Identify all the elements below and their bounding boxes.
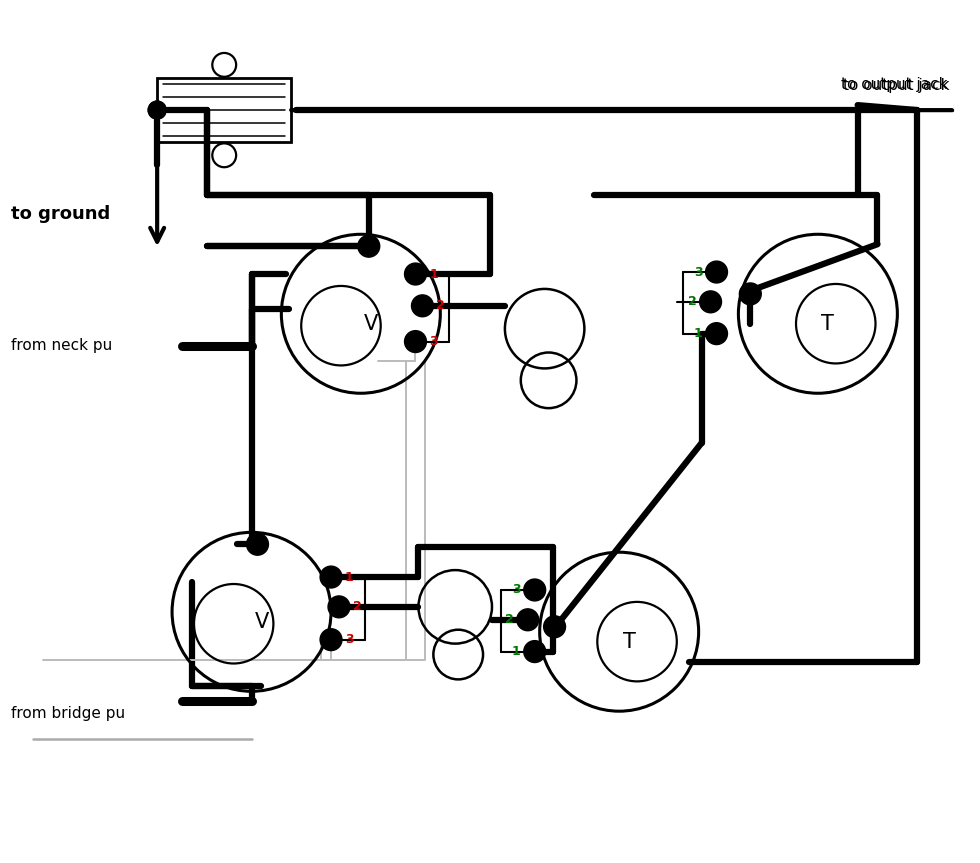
Text: V: V <box>255 612 269 632</box>
Circle shape <box>706 261 727 283</box>
Circle shape <box>320 629 342 651</box>
Text: 2: 2 <box>505 614 514 627</box>
Text: 1: 1 <box>513 645 520 658</box>
Text: 1: 1 <box>345 570 354 583</box>
Text: to output jack: to output jack <box>843 79 949 93</box>
Text: to ground: to ground <box>11 205 111 224</box>
Circle shape <box>405 263 426 285</box>
Text: from bridge pu: from bridge pu <box>11 706 125 721</box>
Circle shape <box>706 323 727 344</box>
Text: 3: 3 <box>429 335 438 348</box>
Circle shape <box>700 291 721 312</box>
Circle shape <box>544 616 565 638</box>
Text: V: V <box>364 313 378 334</box>
Text: T: T <box>821 313 834 334</box>
Circle shape <box>523 579 546 601</box>
Circle shape <box>412 295 433 317</box>
Circle shape <box>328 596 350 618</box>
Text: 1: 1 <box>429 268 438 280</box>
Circle shape <box>148 101 166 119</box>
Text: from neck pu: from neck pu <box>11 338 113 353</box>
Text: 2: 2 <box>688 295 697 308</box>
Text: to output jack: to output jack <box>841 77 947 92</box>
Text: 3: 3 <box>513 583 520 596</box>
Text: 3: 3 <box>345 633 354 646</box>
Circle shape <box>148 101 166 119</box>
Circle shape <box>247 533 269 555</box>
Text: 3: 3 <box>694 266 703 279</box>
Circle shape <box>320 566 342 588</box>
Text: T: T <box>622 632 636 652</box>
Circle shape <box>739 283 761 305</box>
Text: 1: 1 <box>694 327 703 340</box>
Text: 2: 2 <box>436 299 445 312</box>
Circle shape <box>523 640 546 663</box>
Text: 2: 2 <box>353 601 362 614</box>
Circle shape <box>358 236 379 257</box>
Circle shape <box>516 609 539 631</box>
Bar <box>157 78 291 142</box>
Circle shape <box>405 331 426 352</box>
